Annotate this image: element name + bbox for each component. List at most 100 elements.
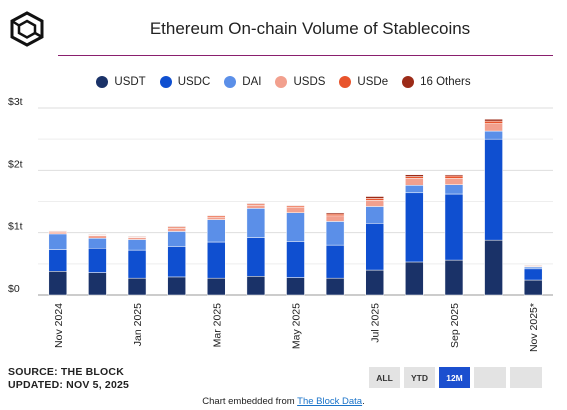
y-tick-label: $3t xyxy=(8,96,23,108)
bar-segment xyxy=(405,192,424,263)
source-note: SOURCE: THE BLOCK UPDATED: NOV 5, 2025 xyxy=(8,366,129,392)
bar-segment xyxy=(167,231,186,247)
bar-segment xyxy=(523,264,543,266)
bar-segment xyxy=(444,174,464,177)
x-tick-label: Nov 2025* xyxy=(528,303,540,352)
bar-segment xyxy=(88,248,107,273)
bar-segment xyxy=(207,219,226,243)
legend-item-usds[interactable]: USDS xyxy=(275,76,325,88)
range-extra-button[interactable] xyxy=(510,367,542,388)
the-block-logo-icon[interactable] xyxy=(9,11,45,47)
bar-segment xyxy=(246,276,266,296)
legend-item-dai[interactable]: DAI xyxy=(224,76,261,88)
legend-item-usdt[interactable]: USDT xyxy=(96,76,146,88)
bar-segment xyxy=(246,237,266,277)
updated-line: UPDATED: NOV 5, 2025 xyxy=(8,379,130,391)
bar-segment xyxy=(88,238,107,249)
range-extra-button[interactable] xyxy=(474,367,506,388)
bar-segment xyxy=(127,249,147,279)
bar-segment xyxy=(444,175,464,179)
bar-segment xyxy=(484,120,503,124)
bar-segment xyxy=(88,235,107,239)
bar-segment xyxy=(365,198,384,201)
bar-segment xyxy=(523,266,543,270)
bar-segment xyxy=(325,277,345,296)
legend-label: USDS xyxy=(293,76,326,88)
x-tick-label: May 2025 xyxy=(291,303,303,349)
bar-segment xyxy=(405,178,424,186)
bar-segment xyxy=(207,216,226,220)
bar-segment xyxy=(484,130,503,140)
footer-suffix: . xyxy=(362,396,365,407)
bar-segment xyxy=(127,277,147,296)
legend-label: USDe xyxy=(357,76,389,88)
y-tick-label: $2t xyxy=(8,158,23,170)
bar-segment xyxy=(167,246,186,278)
bar-segment xyxy=(444,259,464,296)
stacked-bar-chart: $0 $1t $2t $3t Nov 2024 Jan 2025 Mar 2025 May 2… xyxy=(8,96,553,352)
bar-segment xyxy=(484,123,503,132)
legend-item-usdc[interactable]: USDC xyxy=(159,76,211,88)
bar-segment xyxy=(405,174,424,177)
chart-legend: USDT USDC DAI USDS USDe 16 Others xyxy=(0,76,567,88)
legend-swatch xyxy=(275,76,288,88)
bar-segment xyxy=(325,212,345,215)
bar-segment xyxy=(365,196,384,199)
bar-segment xyxy=(325,221,345,246)
bar-segment xyxy=(88,272,107,296)
bar-segment xyxy=(48,233,68,250)
bar-segment xyxy=(167,276,186,296)
bar-segment xyxy=(48,231,68,235)
bar-segment xyxy=(48,230,68,232)
bar-segment xyxy=(127,239,147,251)
bar-segment xyxy=(444,178,464,185)
bar-segment xyxy=(523,279,543,296)
embed-footer: Chart embedded from The Block Data. xyxy=(0,396,567,407)
bar-segment xyxy=(484,118,503,122)
source-line: SOURCE: THE BLOCK xyxy=(8,366,124,378)
bar-segment xyxy=(365,223,384,271)
legend-swatch xyxy=(402,76,415,88)
bar-segment xyxy=(88,234,107,236)
bar-segment xyxy=(167,228,186,232)
legend-item-others[interactable]: 16 Others xyxy=(402,76,471,88)
y-tick-label: $1t xyxy=(8,221,23,233)
range-ytd-button[interactable]: YTD xyxy=(404,367,435,388)
bar-segment xyxy=(405,185,424,194)
chart-title: Ethereum On-chain Volume of Stablecoins xyxy=(149,19,471,38)
range-all-button[interactable]: ALL xyxy=(369,367,400,388)
bar-segment xyxy=(365,200,384,207)
footer-prefix: Chart embedded from xyxy=(202,396,298,407)
bar-segment xyxy=(286,277,305,296)
bar-segment xyxy=(246,203,266,205)
x-tick-label: Jul 2025 xyxy=(370,303,382,343)
legend-label: DAI xyxy=(242,76,262,88)
bar-segment xyxy=(405,261,424,296)
header-divider xyxy=(58,55,553,56)
bar-segment xyxy=(207,241,226,279)
bar-segment xyxy=(286,204,305,207)
x-tick-label: Nov 2024 xyxy=(53,303,65,348)
bar-segment xyxy=(444,184,464,195)
x-tick-label: Jan 2025 xyxy=(132,303,144,346)
the-block-data-link[interactable]: The Block Data xyxy=(297,396,363,407)
legend-item-usde[interactable]: USDe xyxy=(339,76,388,88)
bar-segment xyxy=(444,193,464,261)
bar-segment xyxy=(207,214,226,217)
bar-segment xyxy=(365,269,384,296)
bar-segment xyxy=(127,236,147,238)
legend-swatch xyxy=(224,76,237,88)
bar-segment xyxy=(484,138,503,241)
bar-segment xyxy=(523,268,543,281)
bar-segment xyxy=(167,226,186,228)
bar-segment xyxy=(246,204,266,209)
bar-segment xyxy=(246,208,266,238)
time-range-selector: ALL YTD 12M xyxy=(369,367,542,388)
range-12m-button[interactable]: 12M xyxy=(439,367,470,388)
legend-swatch xyxy=(339,76,352,88)
x-tick-label: Sep 2025 xyxy=(449,303,461,348)
y-tick-label: $0 xyxy=(8,283,20,295)
bar-segment xyxy=(286,212,305,242)
bar-segment xyxy=(325,215,345,222)
legend-label: USDC xyxy=(177,76,211,88)
